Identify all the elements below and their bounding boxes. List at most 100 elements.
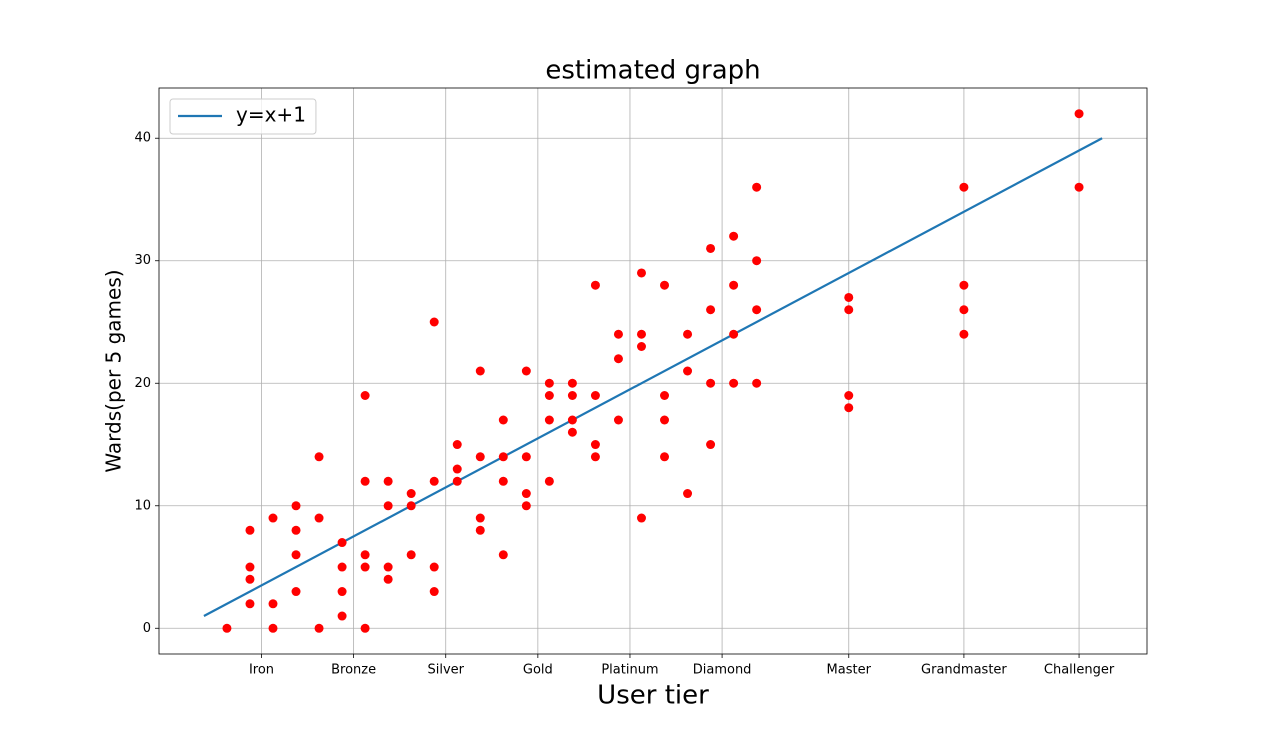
point — [452, 440, 462, 450]
point — [636, 329, 646, 339]
plot-frame — [158, 87, 1148, 655]
point — [429, 476, 439, 486]
point — [590, 391, 600, 401]
point — [613, 329, 623, 339]
x-tick-label: Silver — [427, 663, 464, 678]
point — [683, 329, 693, 339]
point — [475, 525, 485, 535]
point — [245, 525, 255, 535]
point — [567, 415, 577, 425]
point — [683, 489, 693, 499]
point — [406, 550, 416, 560]
point — [337, 587, 347, 597]
point — [660, 391, 670, 401]
point — [567, 427, 577, 437]
x-tick-label: Challenger — [1044, 663, 1115, 678]
point — [406, 501, 416, 511]
point — [429, 562, 439, 572]
point — [706, 440, 716, 450]
point — [613, 415, 623, 425]
point — [660, 280, 670, 290]
point — [959, 182, 969, 192]
x-axis-label: User tier — [597, 681, 709, 711]
point — [729, 231, 739, 241]
point — [567, 378, 577, 388]
point — [844, 391, 854, 401]
y-tick-label: 40 — [134, 131, 151, 146]
point — [844, 403, 854, 413]
point — [268, 599, 278, 609]
point — [959, 329, 969, 339]
point — [752, 305, 762, 315]
point — [636, 513, 646, 523]
point — [498, 550, 508, 560]
point — [706, 378, 716, 388]
y-tick-label: 10 — [134, 498, 151, 513]
point — [360, 623, 370, 633]
point — [360, 550, 370, 560]
point — [383, 574, 393, 584]
point — [429, 317, 439, 327]
legend-label: y=x+1 — [236, 103, 306, 127]
point — [521, 452, 531, 462]
point — [521, 501, 531, 511]
point — [729, 378, 739, 388]
point — [314, 452, 324, 462]
point — [383, 501, 393, 511]
point — [498, 476, 508, 486]
point — [475, 452, 485, 462]
point — [590, 280, 600, 290]
point — [729, 280, 739, 290]
point — [959, 280, 969, 290]
point — [498, 452, 508, 462]
legend-box — [169, 98, 317, 135]
point — [291, 550, 301, 560]
point — [706, 305, 716, 315]
point — [752, 378, 762, 388]
point — [590, 452, 600, 462]
point — [475, 366, 485, 376]
point — [498, 415, 508, 425]
point — [406, 489, 416, 499]
y-tick-label: 0 — [143, 621, 151, 636]
point — [314, 513, 324, 523]
point — [1074, 182, 1084, 192]
point — [660, 415, 670, 425]
point — [314, 623, 324, 633]
point — [452, 464, 462, 474]
point — [752, 256, 762, 266]
point — [660, 452, 670, 462]
point — [844, 292, 854, 302]
trend-line — [203, 137, 1103, 617]
point — [475, 513, 485, 523]
point — [544, 378, 554, 388]
point — [683, 366, 693, 376]
point — [706, 243, 716, 253]
legend: y=x+1 — [169, 98, 317, 135]
point — [268, 623, 278, 633]
x-tick-label: Master — [827, 663, 872, 678]
x-tick-label: Bronze — [331, 663, 376, 678]
point — [291, 525, 301, 535]
point — [383, 562, 393, 572]
point — [337, 611, 347, 621]
point — [752, 182, 762, 192]
point — [429, 587, 439, 597]
point — [337, 562, 347, 572]
point — [268, 513, 278, 523]
point — [383, 476, 393, 486]
point — [291, 587, 301, 597]
point — [1074, 109, 1084, 119]
point — [245, 599, 255, 609]
point — [360, 476, 370, 486]
point — [636, 341, 646, 351]
point — [844, 305, 854, 315]
y-axis-label: Wards(per 5 games) — [102, 269, 126, 472]
point — [360, 391, 370, 401]
point — [613, 354, 623, 364]
x-tick-label: Gold — [523, 663, 553, 678]
point — [337, 538, 347, 548]
point — [590, 440, 600, 450]
